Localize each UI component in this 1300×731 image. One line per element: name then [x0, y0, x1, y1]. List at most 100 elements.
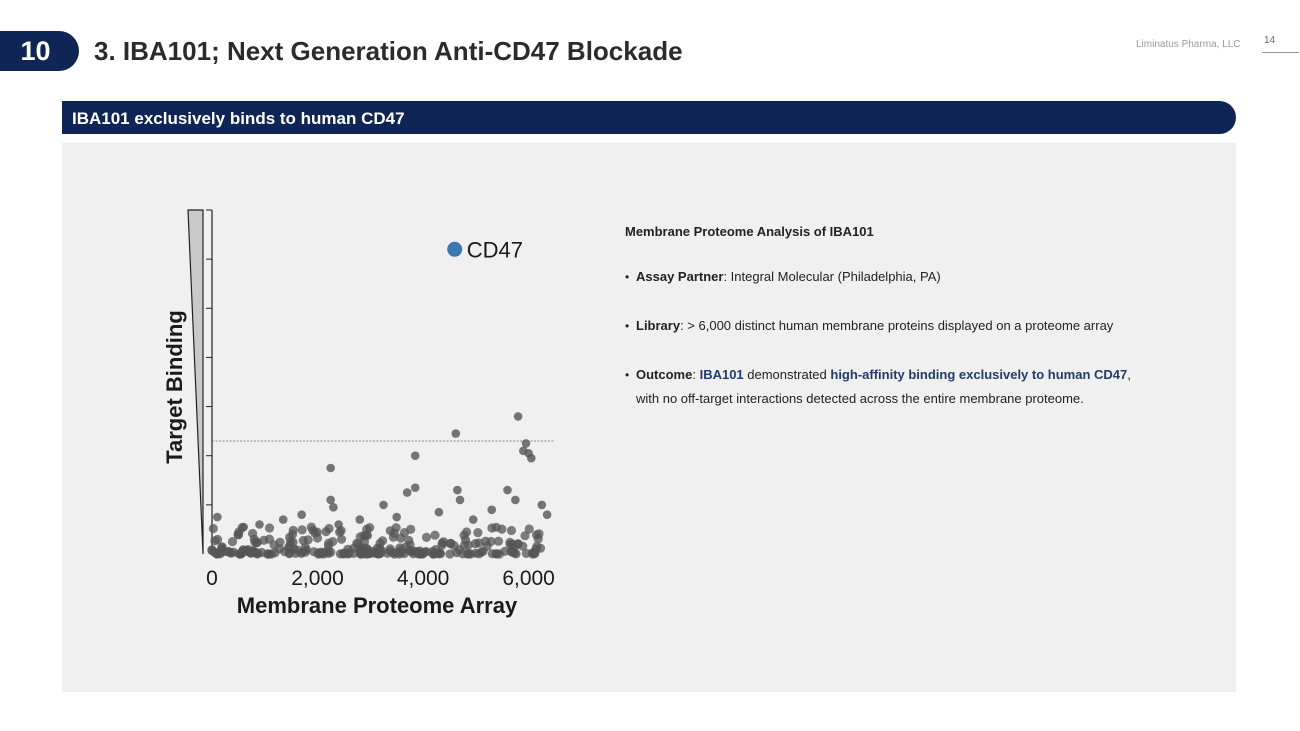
background-point	[534, 529, 544, 539]
background-point	[459, 530, 469, 540]
data-point	[513, 412, 523, 421]
background-point	[421, 532, 432, 542]
x-tick-label: 2,000	[291, 567, 344, 590]
background-point	[288, 525, 298, 535]
background-point	[314, 548, 324, 558]
background-point	[435, 548, 445, 558]
bullet-library: Library: > 6,000 distinct human membrane…	[625, 314, 1185, 338]
background-point	[421, 547, 431, 557]
background-point	[213, 534, 223, 545]
background-point	[365, 523, 375, 533]
background-point	[520, 531, 530, 541]
background-point	[513, 539, 523, 549]
background-point	[506, 525, 517, 536]
data-point	[402, 488, 412, 497]
data-point	[410, 451, 420, 460]
background-point	[445, 549, 455, 559]
outcome-line2: with no off-target interactions detected…	[636, 391, 1084, 406]
background-point	[413, 549, 423, 559]
background-point	[349, 548, 359, 558]
background-point	[385, 526, 395, 536]
proteome-scatter-chart: CD47 0 2,000 4,000 6,000 Membrane Proteome Ar…	[162, 209, 555, 618]
background-point	[217, 543, 227, 553]
data-point	[334, 520, 343, 529]
background-point	[336, 534, 347, 544]
data-point	[511, 495, 520, 505]
background-point	[264, 523, 275, 533]
background-point	[382, 548, 393, 558]
section-banner: IBA101 exclusively binds to human CD47	[62, 101, 1236, 134]
data-point	[379, 500, 388, 510]
background-point	[524, 524, 534, 534]
data-point	[453, 485, 462, 495]
bullet-outcome: Outcome: IBA101 demonstrated high-affini…	[625, 363, 1185, 411]
section-number-badge: 10	[0, 31, 79, 71]
background-point	[227, 537, 238, 547]
background-point	[352, 538, 362, 548]
data-point	[455, 495, 465, 505]
data-point	[503, 485, 512, 495]
background-point	[312, 527, 322, 537]
background-point	[464, 548, 474, 559]
background-point	[375, 544, 385, 554]
background-point	[437, 538, 447, 548]
data-point	[255, 520, 264, 529]
data-point	[542, 510, 552, 519]
background-point	[251, 538, 262, 548]
data-point	[468, 515, 478, 524]
x-tick-label: 0	[206, 567, 218, 590]
outcome-label: Outcome	[636, 367, 693, 382]
data-point	[521, 439, 531, 448]
background-point	[473, 528, 483, 538]
page-number: 14	[1264, 35, 1276, 46]
background-point	[430, 530, 440, 540]
background-point	[338, 548, 348, 558]
background-point	[491, 549, 501, 559]
background-point	[300, 542, 310, 552]
background-point	[233, 530, 243, 540]
background-point	[470, 539, 480, 549]
background-point	[264, 534, 274, 544]
x-tick-label: 6,000	[502, 567, 555, 590]
background-point	[293, 545, 303, 555]
outcome-tail: ,	[1127, 367, 1131, 382]
chart-layer: CD47 0 2,000 4,000 6,000 Membrane Proteome Ar…	[162, 209, 555, 618]
bullet-assay: Assay Partner: Integral Molecular (Phila…	[625, 265, 1185, 289]
background-point	[251, 547, 261, 558]
cd47-point	[447, 241, 463, 257]
background-point	[335, 527, 345, 537]
background-point	[507, 547, 517, 557]
data-point	[527, 453, 536, 463]
data-point	[355, 515, 365, 524]
library-value: : > 6,000 distinct human membrane protei…	[680, 318, 1114, 333]
assay-label: Assay Partner	[636, 269, 724, 284]
background-point	[396, 533, 406, 543]
outcome-mid: demonstrated	[743, 367, 831, 382]
background-point	[389, 549, 400, 559]
data-point	[326, 463, 335, 473]
slide-title: 3. IBA101; Next Generation Anti-CD47 Blo…	[94, 36, 683, 66]
background-point	[528, 549, 538, 559]
data-point	[434, 507, 444, 517]
cd47-label: CD47	[467, 237, 523, 262]
page-number-rule	[1262, 52, 1299, 53]
background-point	[284, 549, 294, 559]
data-point	[326, 495, 335, 505]
data-point	[297, 510, 306, 519]
background-point	[505, 540, 515, 550]
banner-text: IBA101 exclusively binds to human CD47	[72, 109, 405, 128]
data-point	[537, 500, 547, 510]
analysis-heading: Membrane Proteome Analysis of IBA101	[625, 224, 874, 239]
background-point	[208, 523, 218, 534]
background-point	[487, 523, 497, 533]
outcome-highlight: high-affinity binding exclusively to hum…	[830, 367, 1128, 382]
data-point	[451, 429, 461, 438]
background-point	[324, 538, 334, 548]
background-point	[362, 530, 373, 540]
y-axis-label: Target Binding	[162, 310, 187, 464]
background-point	[212, 549, 222, 559]
data-point	[278, 515, 288, 524]
data-point	[410, 483, 420, 493]
content-panel	[62, 143, 1236, 692]
background-point	[404, 535, 414, 545]
